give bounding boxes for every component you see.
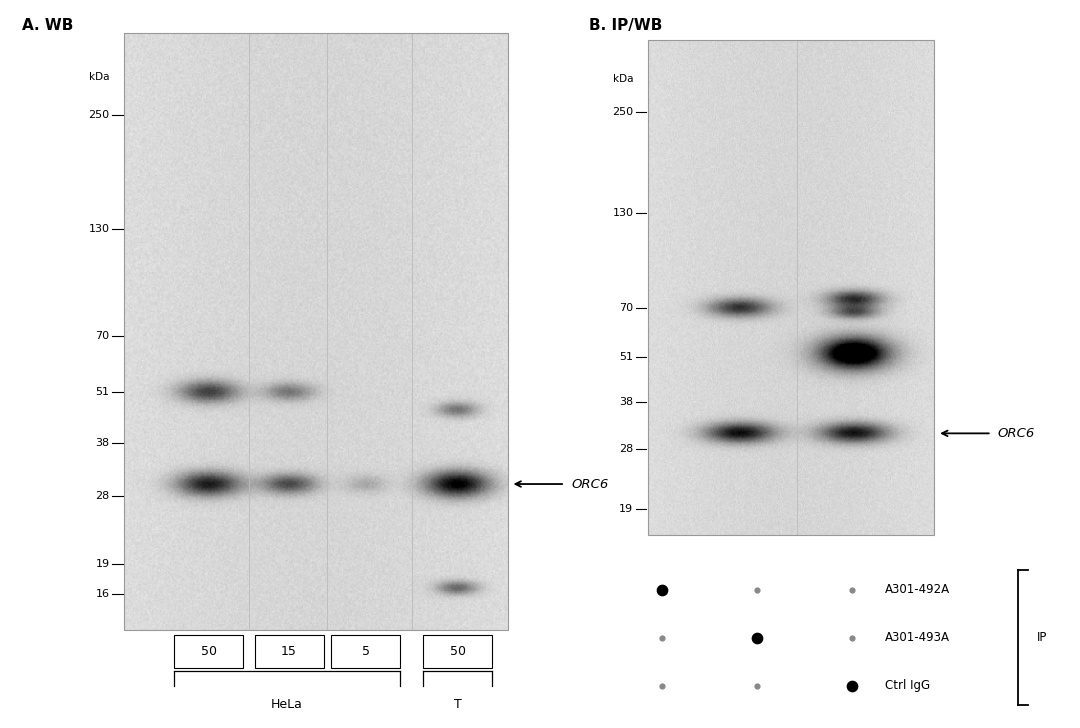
Text: B. IP/WB: B. IP/WB [589,18,662,33]
Text: 130: 130 [89,223,110,234]
Text: A301-492A: A301-492A [886,583,950,596]
Text: 15: 15 [281,645,297,658]
Text: 16: 16 [96,588,110,598]
Text: 250: 250 [89,110,110,119]
Text: 130: 130 [612,208,633,218]
Text: 38: 38 [95,438,110,448]
Text: A. WB: A. WB [22,18,73,33]
Point [748,584,766,596]
Text: 19: 19 [619,504,633,514]
FancyBboxPatch shape [332,635,401,668]
Text: IP: IP [1037,631,1048,644]
FancyBboxPatch shape [174,635,243,668]
Point [653,680,671,692]
Text: 19: 19 [95,558,110,569]
Text: 51: 51 [96,387,110,397]
Text: kDa: kDa [90,72,110,82]
Text: 70: 70 [95,331,110,341]
Text: 28: 28 [95,491,110,501]
Text: 250: 250 [612,107,633,117]
Point [653,584,671,596]
Point [653,632,671,644]
Text: ORC6: ORC6 [998,427,1035,440]
Text: HeLa: HeLa [271,698,303,711]
Text: kDa: kDa [613,74,633,84]
Text: ORC6: ORC6 [571,478,608,491]
Text: 70: 70 [619,303,633,313]
Text: 28: 28 [619,444,633,454]
Text: 50: 50 [201,645,217,658]
Point [843,632,861,644]
Text: 51: 51 [620,352,633,362]
Text: Ctrl IgG: Ctrl IgG [886,679,930,692]
Text: 5: 5 [362,645,369,658]
Point [843,584,861,596]
FancyBboxPatch shape [255,635,324,668]
Text: 50: 50 [449,645,465,658]
Point [748,632,766,644]
Point [748,680,766,692]
Text: A301-493A: A301-493A [886,631,950,644]
Text: 38: 38 [619,397,633,407]
FancyBboxPatch shape [423,635,492,668]
Text: T: T [454,698,461,711]
Point [843,680,861,692]
